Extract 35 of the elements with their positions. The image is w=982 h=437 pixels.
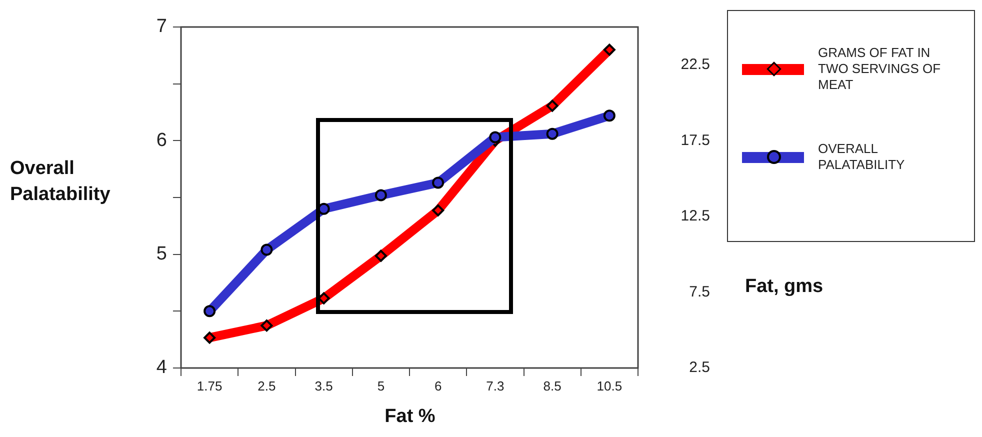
y-tick-label: 4 <box>156 357 168 378</box>
point <box>546 100 558 112</box>
point <box>432 176 444 189</box>
x-tick-label: 5 <box>377 378 385 394</box>
point <box>489 131 502 144</box>
y-tick-label: 6 <box>156 130 167 151</box>
y-tick-label: 7 <box>156 16 167 38</box>
x-tick-label: 8.5 <box>543 378 562 394</box>
legend-label: OVERALL PALATABILITY <box>818 141 906 173</box>
x-tick-label: 10.5 <box>596 378 622 394</box>
y-axis-title: Overall Palatability <box>10 157 112 207</box>
x-axis-title: Fat % <box>384 406 436 428</box>
x-tick-label: 7.3 <box>486 378 504 394</box>
y2-tick-label: 2.5 <box>689 359 710 376</box>
point <box>432 204 444 216</box>
y2-axis-title: Fat, gms <box>745 276 824 298</box>
y2-tick-label: 7.5 <box>689 283 710 300</box>
x-tick-label: 2.5 <box>258 378 276 394</box>
x-tick-label: 3.5 <box>314 378 333 394</box>
point <box>603 110 616 122</box>
point <box>374 250 387 262</box>
point <box>260 320 273 332</box>
x-tick-label: 1.75 <box>196 378 222 394</box>
y-tick-label: 5 <box>156 244 167 265</box>
point <box>374 189 387 202</box>
y2-tick-label: 12.5 <box>680 208 710 225</box>
y2-tick-label: 17.5 <box>680 132 710 149</box>
point <box>603 44 616 56</box>
point <box>260 244 273 256</box>
y2-tick-label: 22.5 <box>680 56 710 74</box>
point <box>204 332 216 344</box>
x-tick-label: 6 <box>434 378 442 394</box>
point <box>546 128 558 140</box>
legend-label: GRAMS OF FAT IN TWO SERVINGS OF MEAT <box>818 45 942 93</box>
point <box>204 305 216 318</box>
